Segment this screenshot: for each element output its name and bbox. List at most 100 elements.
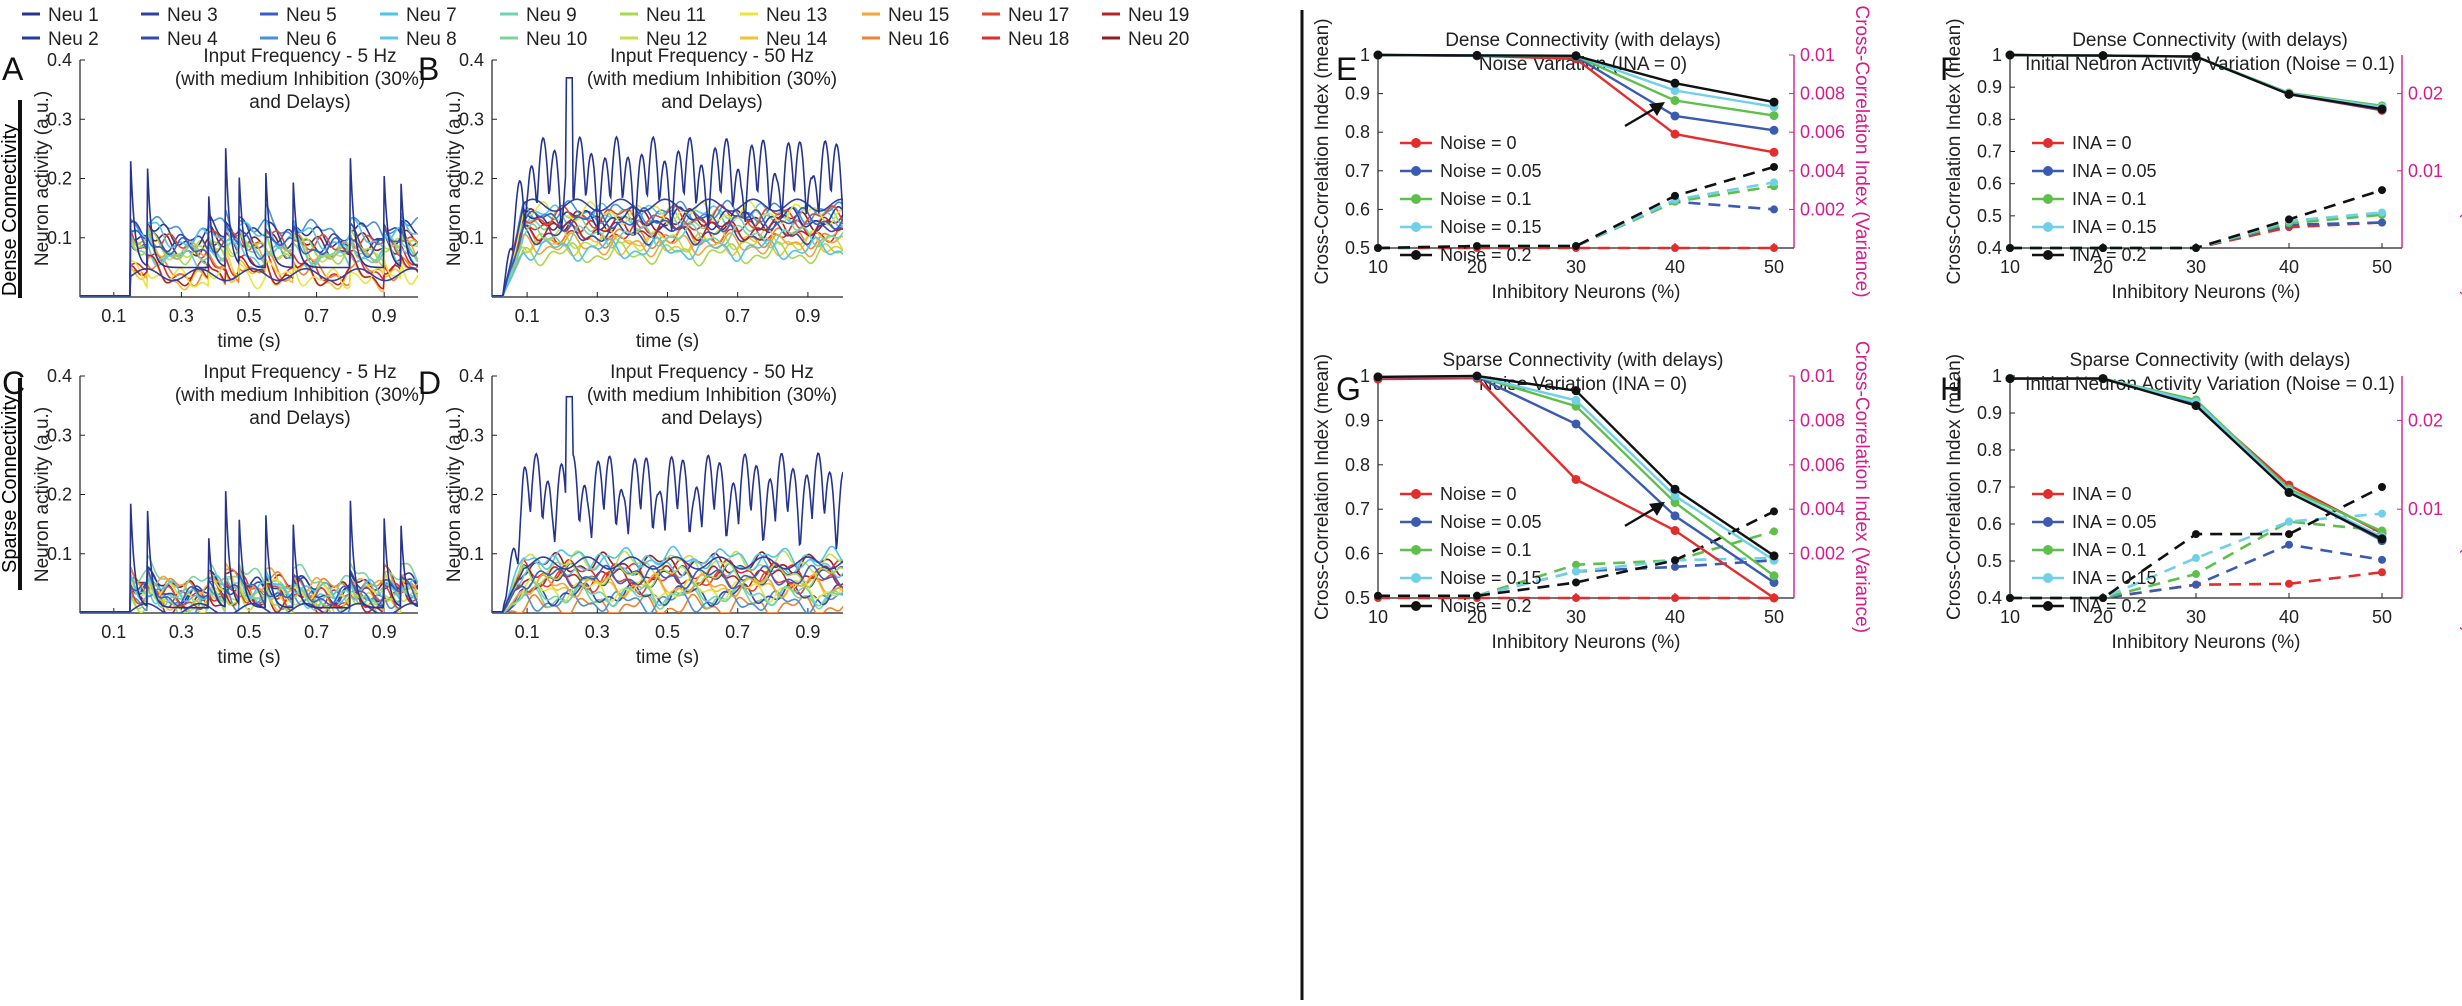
panel-title-line: Initial Neuron Activity Variation (Noise…: [2025, 54, 2395, 75]
neuron-trace: [492, 562, 843, 613]
x-tick-label: 0.3: [169, 306, 194, 326]
x-tick-label: 0.7: [304, 306, 329, 326]
series-legend-marker: [1411, 250, 1421, 260]
variance-point: [1671, 594, 1679, 602]
y-axis-label: Cross-Correlation Index (mean): [1944, 354, 1965, 620]
neuron-trace: [80, 228, 418, 297]
right-y-tick-label: 0.006: [1800, 455, 1845, 475]
right-y-tick-label: 0.004: [1800, 161, 1845, 181]
x-tick-label: 30: [1566, 607, 1586, 627]
neuron-trace: [80, 249, 418, 297]
y-tick-label: 0.2: [459, 485, 484, 505]
panel-letter: B: [418, 51, 439, 87]
variance-point: [1572, 578, 1580, 587]
variance-point: [1770, 244, 1778, 252]
variance-point: [2378, 186, 2386, 195]
panel-title-line: (with medium Inhibition (30%): [587, 69, 837, 90]
series-legend-item: INA = 0.1: [2032, 189, 2147, 209]
y-tick-label: 0.2: [459, 169, 484, 189]
legend-label: Neu 17: [1008, 5, 1069, 26]
series-legend-marker: [1411, 222, 1421, 232]
series-legend-label: INA = 0: [2072, 133, 2132, 153]
mean-point: [1472, 371, 1482, 381]
series-legend-marker: [2043, 517, 2053, 527]
neuron-trace: [80, 201, 418, 297]
dense-row-label: Dense Connectivity: [0, 124, 21, 296]
panel-title-line: and Delays): [249, 408, 350, 429]
series-legend-marker: [2043, 222, 2053, 232]
neuron-trace: [492, 550, 843, 613]
variance-point: [2192, 244, 2200, 252]
legend-label: Neu 4: [167, 29, 218, 50]
x-axis-label: Inhibitory Neurons (%): [2111, 632, 2300, 653]
series-legend-marker: [1411, 194, 1421, 204]
neuron-trace: [80, 250, 418, 297]
right-y-tick-label: 0.002: [1800, 199, 1845, 219]
x-tick-label: 10: [2000, 257, 2020, 277]
right-y-tick-label: 0.008: [1800, 410, 1845, 430]
variance-point: [1572, 594, 1580, 602]
series-legend-label: Noise = 0.15: [1440, 568, 1542, 588]
traces: [80, 148, 418, 297]
y-tick-label: 0.2: [47, 169, 72, 189]
legend-item: Neu 16: [862, 29, 949, 50]
variance-point: [1770, 527, 1778, 536]
y-tick-label: 0.7: [1977, 477, 2002, 497]
neuron-trace: [492, 223, 843, 297]
y-tick-label: 0.6: [1345, 544, 1370, 564]
variance-point: [1770, 178, 1778, 187]
x-tick-label: 0.9: [372, 622, 397, 642]
series-legend-label: Noise = 0.05: [1440, 161, 1542, 181]
mean-point: [1769, 97, 1779, 107]
series-legend-marker: [2043, 601, 2053, 611]
variance-point: [1572, 560, 1580, 569]
variance-line: [1377, 184, 1775, 250]
neuron-trace: [492, 77, 843, 297]
neuron-trace: [492, 206, 843, 297]
x-tick-label: 20: [1467, 257, 1487, 277]
neuron-trace: [80, 224, 418, 297]
series-legend-item: INA = 0.1: [2032, 540, 2147, 560]
series-legend-item: INA = 0.2: [2032, 596, 2147, 616]
panel-title-line: and Delays): [661, 408, 762, 429]
legend-item: Neu 15: [862, 5, 949, 26]
y-tick-label: 0.8: [1345, 122, 1370, 142]
variance-point: [2192, 570, 2200, 579]
panel-c: C Input Frequency - 5 Hz(with medium Inhi…: [2, 362, 425, 668]
mean-point: [1769, 111, 1779, 121]
legend-label: Neu 9: [526, 5, 577, 26]
variance-point: [1473, 591, 1481, 600]
panel-h: H Sparse Connectivity (with delays) Initia…: [1940, 341, 2462, 653]
y-tick-label: 0.8: [1977, 109, 2002, 129]
y-tick-label: 1: [1992, 45, 2002, 65]
mean-point: [1373, 372, 1383, 382]
legend-item: Neu 1: [22, 5, 99, 26]
series-legend-marker: [1411, 138, 1421, 148]
y-tick-label: 0.3: [459, 425, 484, 445]
right-y-axis-label: Cross-Correlation Index (Variance): [2459, 5, 2462, 297]
neuron-trace: [492, 564, 843, 613]
variance-point: [2285, 579, 2293, 588]
x-tick-label: 0.7: [725, 306, 750, 326]
x-tick-label: 0.3: [585, 622, 610, 642]
legend-label: Neu 15: [888, 5, 949, 26]
series-legend-item: INA = 0.15: [2032, 217, 2157, 237]
variance-point: [2378, 568, 2386, 577]
y-axis-label: Neuron activity (a.u.): [444, 91, 465, 266]
variance-line: [1378, 510, 1775, 598]
y-tick-label: 0.8: [1345, 455, 1370, 475]
y-tick-label: 1: [1360, 366, 1370, 386]
series-legend-marker: [2043, 250, 2053, 260]
mean-point: [2284, 488, 2294, 498]
x-tick-label: 0.5: [236, 306, 261, 326]
mean-point: [2377, 534, 2387, 544]
right-y-tick-label: 0.004: [1800, 499, 1845, 519]
legend-item: Neu 19: [1102, 5, 1189, 26]
series-legend-item: Noise = 0.2: [1400, 245, 1532, 265]
neuron-trace: [492, 581, 843, 613]
right-y-axis-label: Cross-Correlation Index (Variance): [1851, 341, 1872, 633]
series-legend-label: INA = 0.05: [2072, 161, 2157, 181]
neuron-trace: [492, 556, 843, 613]
legend-item: Neu 4: [141, 29, 218, 50]
neuron-trace: [80, 148, 418, 297]
